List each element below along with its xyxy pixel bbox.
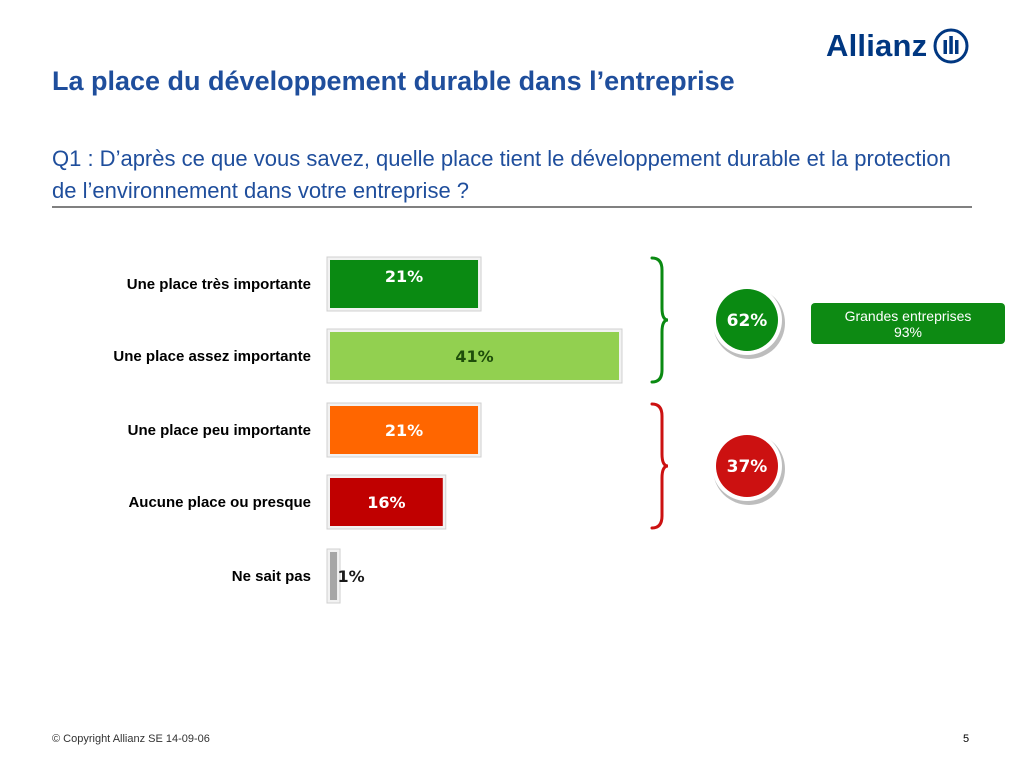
value-label: 16% (367, 493, 405, 512)
note-value: 93% (893, 323, 923, 340)
note-label: Grandes entreprises (844, 307, 972, 324)
category-label: Une place peu importante (128, 422, 311, 439)
group-circle-1 (716, 435, 778, 497)
group-total-label: 37% (727, 457, 768, 477)
bar-4 (330, 552, 338, 600)
group-total-label: 62% (727, 311, 768, 331)
bar-2 (330, 406, 479, 454)
allianz-logo: Allianz (826, 28, 969, 64)
category-label: Aucune place ou presque (128, 494, 311, 511)
page-number: 5 (963, 733, 970, 745)
allianz-eagle-icon (933, 28, 969, 64)
bar-0 (330, 260, 479, 308)
title-divider (52, 206, 972, 208)
category-label: Ne sait pas (232, 568, 311, 585)
group-circle-0 (716, 289, 778, 351)
page-title: La place du développement durable dans l… (52, 66, 735, 96)
group-brace-1 (650, 402, 669, 530)
survey-question: Q1 : D’après ce que vous savez, quelle p… (52, 146, 951, 203)
category-label: Une place assez importante (113, 348, 311, 365)
value-label: 41% (455, 347, 493, 366)
value-label: 21% (385, 267, 423, 286)
group-brace-0 (650, 256, 669, 384)
bar-3 (330, 478, 443, 526)
large-companies-note: Grandes entreprises 93% (811, 303, 1005, 344)
brand-name: Allianz (826, 28, 928, 63)
category-label: Une place très importante (127, 276, 311, 293)
value-label: 21% (385, 421, 423, 440)
bar-1 (330, 332, 619, 380)
value-label: 1% (337, 567, 364, 586)
copyright-footer: © Copyright Allianz SE 14-09-06 (52, 733, 210, 745)
